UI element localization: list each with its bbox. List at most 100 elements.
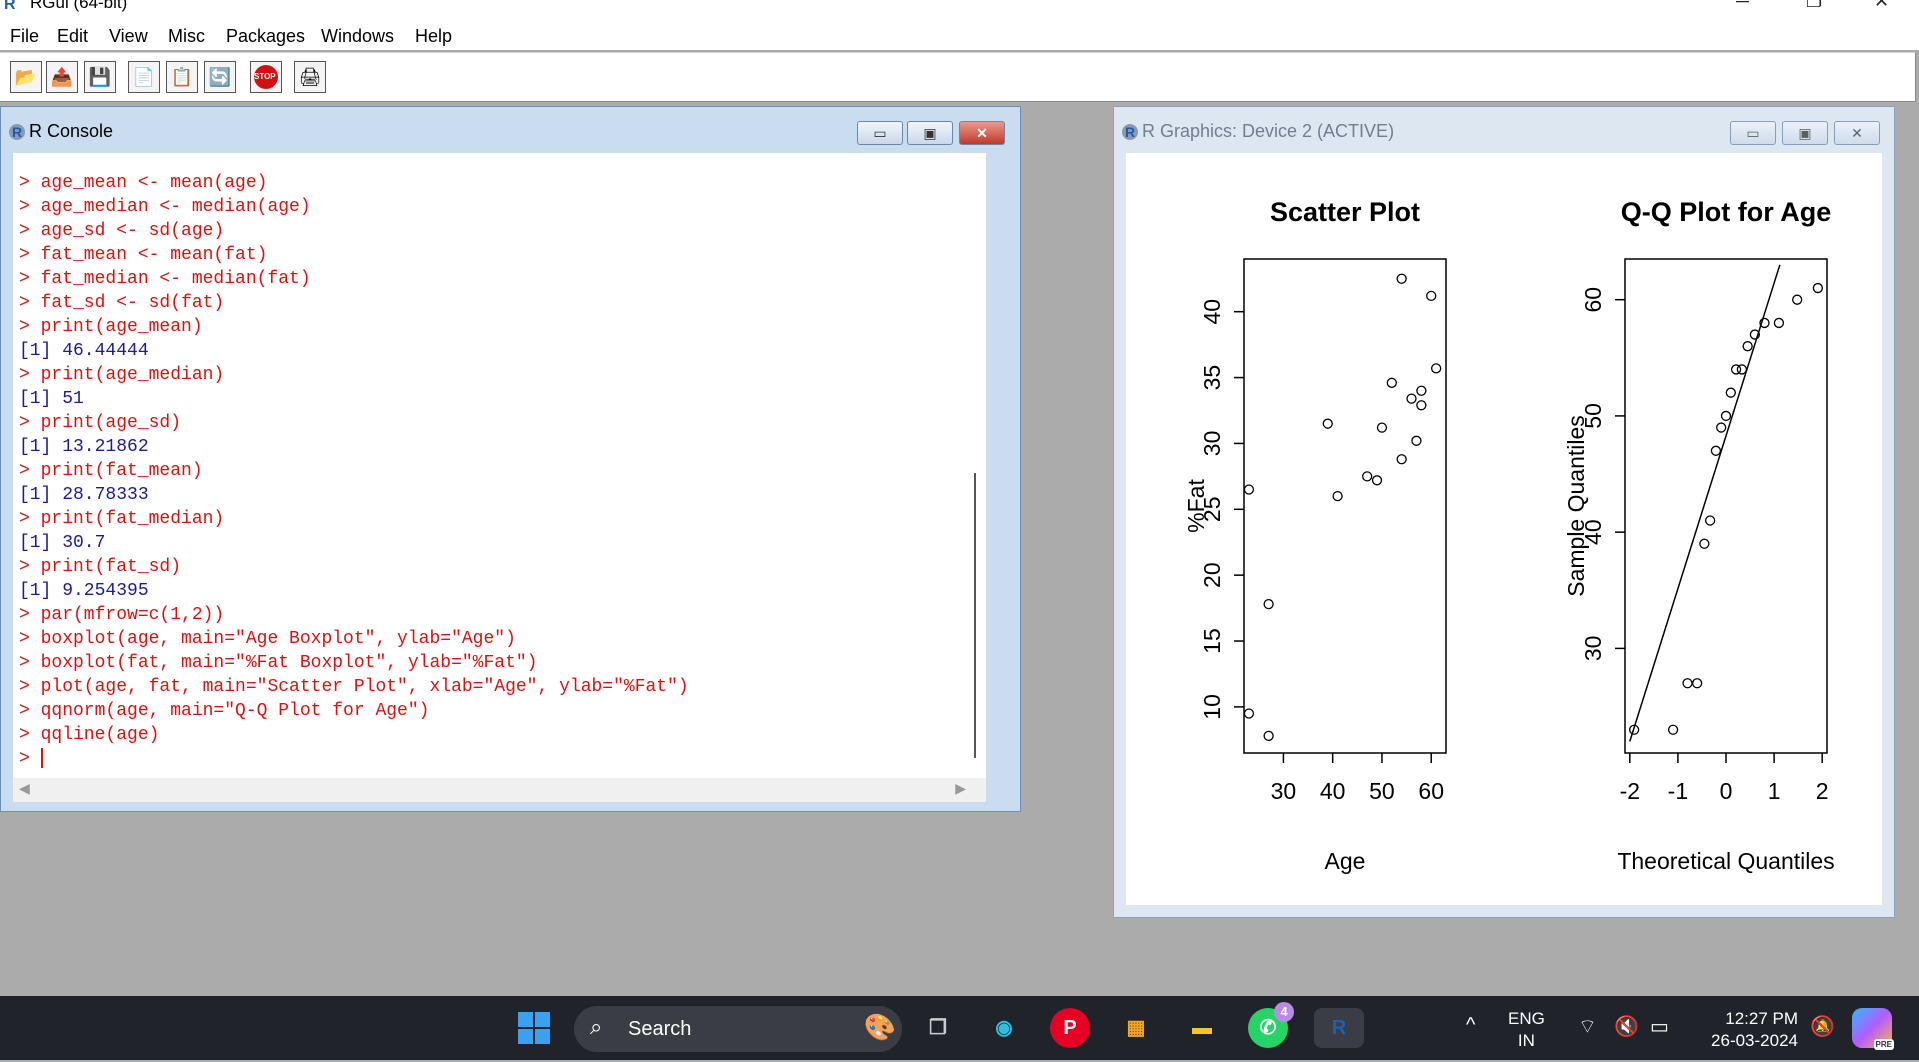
copilot-badge: PRE	[1873, 1039, 1894, 1050]
menu-edit[interactable]: Edit	[57, 26, 89, 46]
y-tick-label: 20	[1199, 562, 1225, 588]
console-command-line: > boxplot(fat, main="%Fat Boxplot", ylab…	[19, 653, 538, 673]
plot-title: Scatter Plot	[1270, 197, 1420, 227]
close-icon[interactable]: ✕	[1874, 0, 1890, 11]
menu-help[interactable]: Help	[415, 26, 453, 46]
data-point	[1322, 418, 1333, 429]
file-explorer-icon[interactable]: ▬	[1192, 1017, 1212, 1039]
copy-icon[interactable]: 📄	[128, 61, 160, 93]
r-logo-icon: R	[4, 0, 16, 13]
windows-start-icon[interactable]	[514, 1008, 554, 1048]
console-lines: > age_mean <- mean(age) > age_median <- m…	[19, 171, 689, 771]
data-point	[1411, 435, 1422, 446]
scroll-left-icon[interactable]: ◀	[19, 780, 30, 796]
r-logo-icon: R	[9, 124, 25, 140]
data-point	[1812, 282, 1824, 294]
windows-logo-icon	[518, 1012, 550, 1044]
paste-icon[interactable]: 📋	[166, 61, 198, 93]
console-output-line: [1] 28.78333	[19, 485, 149, 505]
console-output-line: [1] 51	[19, 389, 84, 409]
save-icon[interactable]: 💾	[84, 61, 116, 93]
edge-icon[interactable]: ◉	[995, 1017, 1013, 1039]
menu-misc[interactable]: Misc	[168, 26, 205, 46]
x-tick-label: -1	[1668, 778, 1688, 804]
console-command-line: > qqnorm(age, main="Q-Q Plot for Age")	[19, 701, 430, 721]
graphics-minimize-button[interactable]: ▭	[1730, 121, 1776, 145]
console-command-line: > print(fat_median)	[19, 509, 225, 529]
x-tick-label: 1	[1768, 778, 1781, 804]
console-command-line: > fat_median <- median(fat)	[19, 269, 311, 289]
graphics-maximize-button[interactable]: ▣	[1782, 121, 1828, 145]
data-point	[1332, 490, 1343, 502]
data-point	[1691, 678, 1703, 689]
data-point	[1426, 290, 1437, 302]
console-minimize-button[interactable]: ▭	[857, 121, 903, 145]
refresh-icon[interactable]: 🔄	[204, 61, 236, 93]
rgui-taskbar-icon[interactable]: R	[1314, 1008, 1364, 1048]
vertical-scrollbar[interactable]	[974, 473, 976, 758]
load-workspace-icon[interactable]: 📤	[46, 61, 78, 93]
store-icon[interactable]: ▦	[1126, 1017, 1146, 1039]
data-point	[1416, 400, 1427, 411]
minimize-icon[interactable]: ─	[1736, 0, 1749, 11]
holi-decoration-icon: 🎨	[863, 1012, 896, 1042]
plot-title: Q-Q Plot for Age	[1621, 197, 1832, 227]
data-point	[1682, 678, 1693, 689]
data-point	[1749, 329, 1761, 340]
graphics-close-button[interactable]: ✕	[1834, 121, 1880, 145]
y-tick-label: 35	[1199, 365, 1225, 391]
data-point	[1725, 387, 1736, 398]
taskbar-search[interactable]: ⌕ Search 🎨	[574, 1006, 902, 1052]
clock[interactable]: 12:27 PM 26-03-2024	[1698, 1008, 1798, 1052]
data-point	[1720, 410, 1732, 422]
console-command-line: > print(age_sd)	[19, 413, 182, 433]
text-cursor	[40, 748, 43, 769]
whatsapp-icon[interactable]: ✆ 4	[1248, 1002, 1294, 1048]
y-tick-label: 25	[1199, 496, 1225, 522]
data-point	[1699, 538, 1710, 549]
app-title: RGui (64-bit)	[30, 0, 128, 12]
notification-icon[interactable]: 🔕	[1810, 1016, 1835, 1038]
console-command-line: > fat_sd <- sd(fat)	[19, 293, 225, 313]
stop-icon[interactable]: STOP	[250, 61, 282, 93]
console-close-button[interactable]: ✕	[959, 121, 1005, 145]
print-icon[interactable]: 🖨	[294, 61, 326, 93]
data-point	[1371, 475, 1383, 486]
volume-muted-icon[interactable]: 🔇	[1614, 1016, 1639, 1038]
task-view-icon[interactable]: ❐	[929, 1017, 947, 1039]
wifi-icon[interactable]: ⌔	[1578, 1016, 1597, 1038]
console-output-line: [1] 30.7	[19, 533, 106, 553]
data-point	[1396, 273, 1407, 284]
menu-windows[interactable]: Windows	[321, 26, 395, 46]
toolbar: 📂 📤 💾 📄 📋 🔄 STOP 🖨	[0, 52, 1916, 102]
data-point	[1667, 724, 1679, 735]
console-output[interactable]: > age_mean <- mean(age) > age_median <- m…	[13, 153, 986, 778]
copilot-icon[interactable]: PRE	[1852, 1008, 1894, 1050]
language-line2: IN	[1517, 1031, 1535, 1050]
open-script-icon[interactable]: 📂	[10, 61, 42, 93]
menu-view[interactable]: View	[109, 26, 148, 46]
console-command-line: > age_mean <- mean(age)	[19, 173, 268, 193]
clock-time: 12:27 PM	[1725, 1009, 1798, 1028]
console-prompt-line[interactable]: >	[19, 747, 689, 771]
y-tick-label: 40	[1199, 299, 1225, 325]
menu-packages[interactable]: Packages	[226, 26, 306, 46]
show-hidden-icons-icon[interactable]: ^	[1466, 1014, 1476, 1036]
taskbar: ⌕ Search 🎨 ❐ ◉ P ▦ ▬ ✆ 4 R ^ ENG IN ⌔ 🔇 …	[0, 996, 1919, 1060]
horizontal-scrollbar[interactable]: ◀ ▶	[13, 778, 986, 802]
restore-icon[interactable]: ❐	[1806, 0, 1823, 11]
scroll-right-icon[interactable]: ▶	[955, 780, 966, 796]
data-point	[1396, 454, 1407, 465]
y-tick-label: 15	[1199, 628, 1225, 654]
data-point	[1263, 730, 1274, 742]
battery-icon[interactable]: ▭	[1650, 1016, 1669, 1038]
console-maximize-button[interactable]: ▣	[907, 121, 953, 145]
menu-file[interactable]: File	[10, 26, 40, 46]
pinterest-icon[interactable]: P	[1050, 1008, 1090, 1048]
console-command-line: > par(mfrow=c(1,2))	[19, 605, 225, 625]
data-point	[1416, 385, 1427, 396]
language-indicator[interactable]: ENG IN	[1508, 1008, 1545, 1052]
